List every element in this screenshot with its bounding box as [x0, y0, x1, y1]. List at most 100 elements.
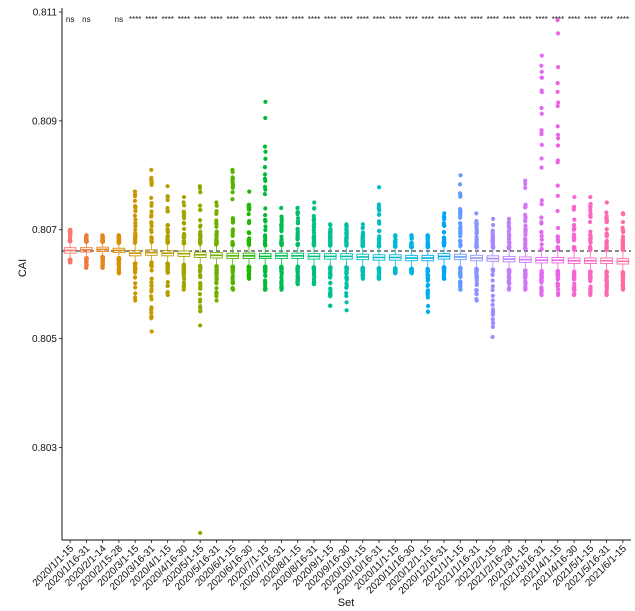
outlier-point: [197, 292, 202, 297]
outlier-point: [312, 200, 317, 205]
outlier-point: [132, 261, 137, 266]
outlier-point: [149, 203, 154, 208]
outlier-point: [490, 229, 495, 234]
outlier-point: [344, 293, 349, 299]
outlier-point: [182, 210, 187, 215]
outlier-point: [133, 291, 138, 296]
outlier-point: [555, 247, 560, 252]
outlier-point: [67, 258, 72, 263]
outlier-point: [149, 310, 154, 316]
outlier-point: [555, 183, 560, 188]
outlier-point: [133, 221, 138, 226]
outlier-point: [539, 202, 544, 207]
outlier-point: [328, 303, 333, 308]
outlier-point: [572, 226, 577, 231]
outlier-point: [555, 291, 561, 296]
outlier-point: [409, 242, 414, 247]
significance-label: ****: [194, 15, 206, 24]
outlier-point: [572, 247, 577, 252]
significance-label: ****: [535, 15, 547, 24]
outlier-point: [523, 217, 528, 223]
outlier-point: [555, 193, 560, 198]
outlier-point: [572, 194, 577, 200]
significance-label: ****: [552, 15, 564, 24]
significance-label: ****: [324, 15, 336, 24]
outlier-point: [328, 223, 333, 228]
outlier-point: [181, 280, 186, 285]
outlier-point: [474, 218, 479, 224]
axes-layer: [59, 8, 631, 543]
outlier-point: [523, 272, 528, 277]
outlier-point: [230, 220, 236, 225]
outlier-point: [556, 64, 561, 70]
outlier-point: [133, 192, 138, 197]
outlier-point: [539, 111, 544, 116]
outlier-point: [377, 229, 382, 234]
outlier-point: [604, 242, 609, 247]
outlier-point: [539, 132, 544, 137]
outlier-point: [458, 243, 463, 248]
outlier-point: [604, 290, 609, 295]
outlier-point: [409, 270, 414, 275]
outlier-point: [263, 233, 268, 238]
outlier-point: [295, 216, 301, 221]
outlier-point: [198, 233, 203, 238]
outlier-point: [474, 291, 479, 296]
significance-label: ****: [422, 15, 434, 24]
outlier-point: [507, 281, 512, 286]
y-tick-label: 0.809: [32, 116, 57, 127]
outlier-point: [441, 214, 447, 219]
outlier-point: [539, 280, 544, 285]
outlier-point: [604, 232, 609, 237]
outlier-point: [149, 179, 154, 184]
outlier-point: [247, 189, 252, 194]
outlier-point: [295, 210, 301, 215]
outlier-point: [572, 217, 577, 222]
outlier-point: [474, 267, 479, 272]
outlier-point: [539, 271, 544, 276]
significance-label: ns: [115, 15, 123, 24]
outlier-point: [555, 160, 560, 165]
outlier-point: [555, 281, 560, 286]
outlier-point: [214, 276, 219, 281]
significance-label: ****: [340, 15, 352, 24]
outlier-point: [149, 280, 154, 285]
outlier-point: [587, 219, 593, 225]
outlier-point: [279, 205, 284, 211]
significance-label: ****: [405, 15, 417, 24]
outlier-point: [393, 238, 398, 243]
significance-label: ****: [600, 15, 612, 24]
outlier-point: [604, 227, 609, 232]
outlier-point: [344, 267, 349, 272]
outlier-point: [523, 227, 528, 232]
outlier-point: [555, 103, 560, 109]
outlier-point: [132, 275, 138, 280]
outlier-point: [214, 231, 219, 236]
outlier-point: [214, 203, 219, 208]
outlier-point: [572, 281, 577, 286]
outlier-point: [474, 281, 479, 286]
outlier-point: [360, 266, 365, 271]
outlier-point: [198, 284, 203, 289]
outlier-point: [247, 218, 252, 224]
outlier-point: [555, 287, 561, 292]
outlier-point: [588, 214, 593, 219]
outlier-point: [263, 149, 268, 154]
outlier-point: [133, 224, 138, 229]
outlier-point: [198, 304, 203, 309]
outlier-point: [555, 274, 560, 279]
outlier-point: [279, 234, 284, 239]
outlier-point: [182, 203, 187, 208]
outlier-point: [165, 227, 170, 232]
outlier-point: [474, 275, 479, 280]
outlier-point: [149, 235, 154, 240]
outlier-point: [214, 211, 219, 216]
outlier-point: [376, 202, 381, 207]
outlier-point: [149, 283, 154, 289]
outlier-point: [474, 241, 479, 246]
outlier-point: [539, 128, 544, 133]
outlier-point: [295, 280, 300, 286]
significance-label: ****: [145, 15, 157, 24]
outlier-point: [490, 307, 496, 312]
